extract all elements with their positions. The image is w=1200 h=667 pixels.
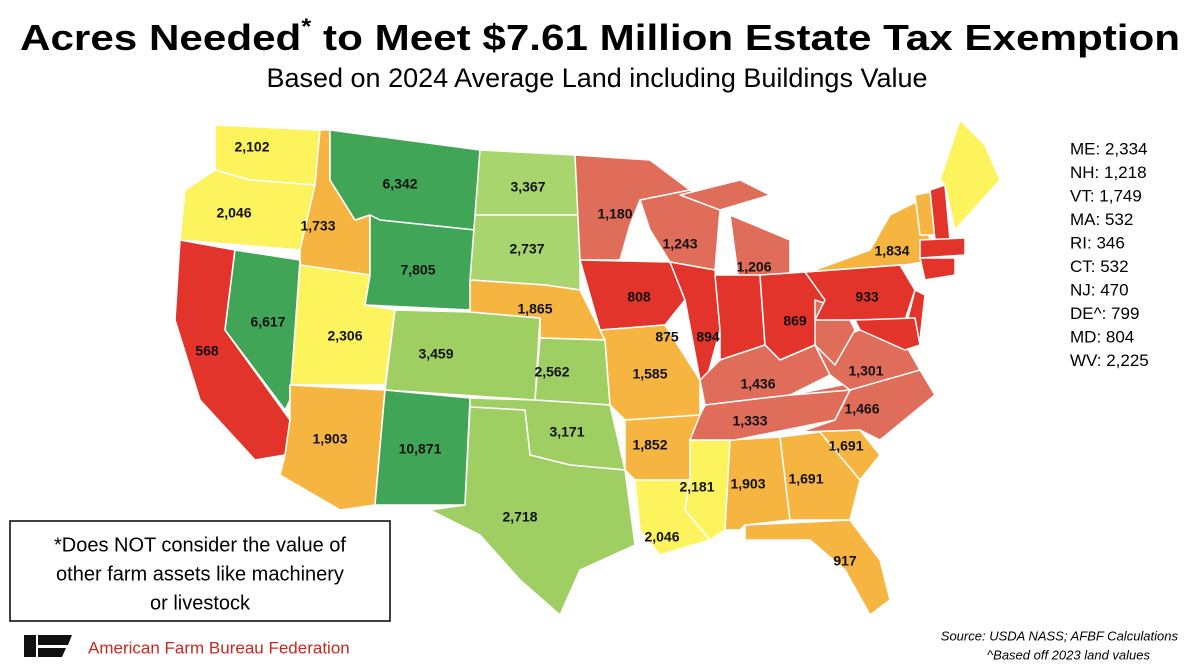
state [854,317,921,351]
state-label: 1,691 [828,438,863,454]
side-entry: VT: 1,749 [1070,186,1142,205]
side-list: ME: 2,334 NH: 1,218 VT: 1,749 MA: 532 RI: 34… [1070,139,1149,370]
note-line: or livestock [150,592,251,614]
state [804,199,936,273]
side-entry: MA: 532 [1070,210,1133,229]
side-entry: MD: 804 [1070,327,1134,346]
state [779,431,861,521]
state-label: 917 [833,553,857,569]
state-label: 933 [855,289,879,305]
state-label: 894 [696,329,720,345]
title: Acres Needed * to Meet $7.61 Million Esta… [20,14,1180,58]
state-label: 6,342 [382,176,417,192]
state-label: 1,865 [517,301,552,317]
state-label: 3,367 [510,179,545,195]
state [384,309,541,401]
organization: American Farm Bureau Federation [88,638,350,657]
state-label: 1,852 [632,437,667,453]
state-labels: 2,102 2,046 1,733 6,342 3,367 1,180 1,243 2,737… [195,139,909,569]
side-entry: CT: 532 [1070,257,1129,276]
state-label: 1,903 [312,431,347,447]
state-label: 869 [783,313,807,329]
state-label: 1,834 [874,243,909,259]
logo-mark [24,635,36,657]
state [919,237,966,259]
state [744,519,891,616]
logo-mark [38,648,66,657]
state-label: 3,171 [549,424,584,440]
state [279,384,386,511]
title-mark: * [301,14,312,39]
state-label: 1,243 [662,236,697,252]
state-label: 2,181 [679,479,714,495]
state-label: 1,301 [848,363,883,379]
state-label: 1,691 [788,471,823,487]
state-label: 1,903 [730,476,765,492]
state-label: 2,737 [509,241,544,257]
state-label: 568 [195,343,219,359]
state-label: 1,333 [732,413,767,429]
state-label: 1,436 [740,376,775,392]
state-label: 808 [627,289,651,305]
source-note: ^Based off 2023 land values [987,647,1150,662]
title-start: Acres Needed [20,17,301,58]
state-label: 1,733 [300,218,335,234]
state [789,369,936,441]
side-entry: ME: 2,334 [1070,139,1148,158]
state-label: 2,306 [327,328,362,344]
state-label: 1,206 [736,259,771,275]
side-entry: RI: 346 [1070,233,1125,252]
side-entry: DE^: 799 [1070,304,1139,323]
state-label: 2,562 [534,364,569,380]
note-line: *Does NOT consider the value of [54,534,346,556]
state [919,257,956,281]
us-map [174,119,1001,616]
state-label: 1,466 [844,401,879,417]
state-label: 3,459 [418,346,453,362]
state-label: 2,718 [502,509,537,525]
state [679,179,771,211]
note-box [9,520,391,622]
side-entry: WV: 2,225 [1070,351,1149,370]
state-label: 6,617 [250,314,285,330]
state-label: 10,871 [399,441,442,457]
state [224,249,301,411]
side-entry: NH: 1,218 [1070,163,1147,182]
state [939,119,1001,231]
state-label: 875 [655,329,679,345]
state-label: 2,046 [216,205,251,221]
state-label: 1,180 [597,206,632,222]
subtitle: Based on 2024 Average Land including Bui… [266,63,927,93]
side-entry: NJ: 470 [1070,280,1129,299]
state-label: 1,585 [632,366,667,382]
state [429,406,636,616]
state [579,259,686,331]
state-label: 2,102 [234,139,269,155]
state-label: 2,046 [644,529,679,545]
title-end: to Meet $7.61 Million Estate Tax Exempti… [311,17,1180,58]
note-line: other farm assets like machinery [56,563,344,585]
note: *Does NOT consider the value of other far… [54,534,346,614]
logo-mark [38,635,72,645]
state-label: 7,805 [400,262,435,278]
logo: American Farm Bureau Federation [24,635,350,657]
source: Source: USDA NASS; AFBF Calculations [941,628,1179,643]
